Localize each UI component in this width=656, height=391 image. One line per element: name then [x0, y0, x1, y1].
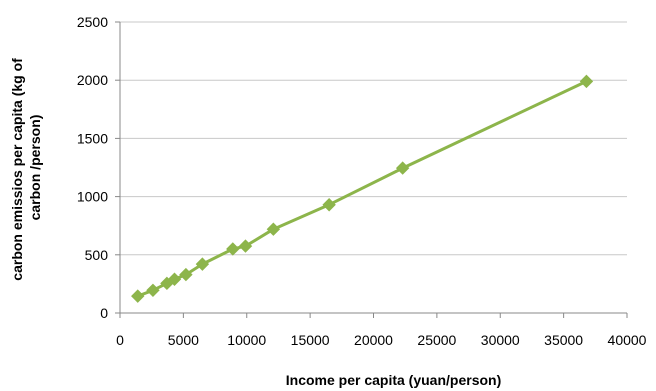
- x-tick-label: 5000: [168, 332, 199, 348]
- y-tick-label: 1500: [77, 130, 108, 146]
- x-axis-title: Income per capita (yuan/person): [286, 372, 502, 388]
- series-group: [131, 74, 594, 303]
- x-tick-label: 25000: [417, 332, 456, 348]
- data-point-marker: [167, 272, 182, 286]
- x-tick-label: 20000: [354, 332, 393, 348]
- data-point-marker: [395, 161, 410, 175]
- data-point-marker: [238, 239, 253, 253]
- y-tick-label: 1000: [77, 189, 108, 205]
- data-point-marker: [579, 74, 594, 89]
- y-tick-label: 0: [100, 305, 108, 321]
- y-tick-label: 2000: [77, 72, 108, 88]
- x-tick-label: 0: [116, 332, 124, 348]
- data-point-marker: [322, 198, 336, 212]
- data-point-marker: [179, 267, 193, 282]
- x-tick-label: 40000: [608, 332, 647, 348]
- data-point-marker: [131, 289, 145, 303]
- x-tick-label: 10000: [227, 332, 266, 348]
- gridlines: [120, 21, 627, 256]
- data-point-marker: [266, 222, 281, 236]
- y-axis-title: carbon emissios per capita (kg of carbon…: [9, 54, 43, 280]
- y-axis-title-line-1: carbon emissios per capita (kg of: [9, 58, 25, 281]
- data-point-marker: [226, 242, 240, 256]
- x-tick-label: 35000: [544, 332, 583, 348]
- axes: [115, 21, 628, 318]
- y-tick-label: 500: [85, 247, 109, 263]
- data-point-marker: [195, 257, 210, 271]
- x-tick-label: 15000: [291, 332, 330, 348]
- x-tick-label: 30000: [481, 332, 520, 348]
- data-point-marker: [146, 283, 160, 298]
- y-axis-title-line-2: carbon /person): [27, 115, 43, 221]
- y-tick-label: 2500: [77, 14, 108, 30]
